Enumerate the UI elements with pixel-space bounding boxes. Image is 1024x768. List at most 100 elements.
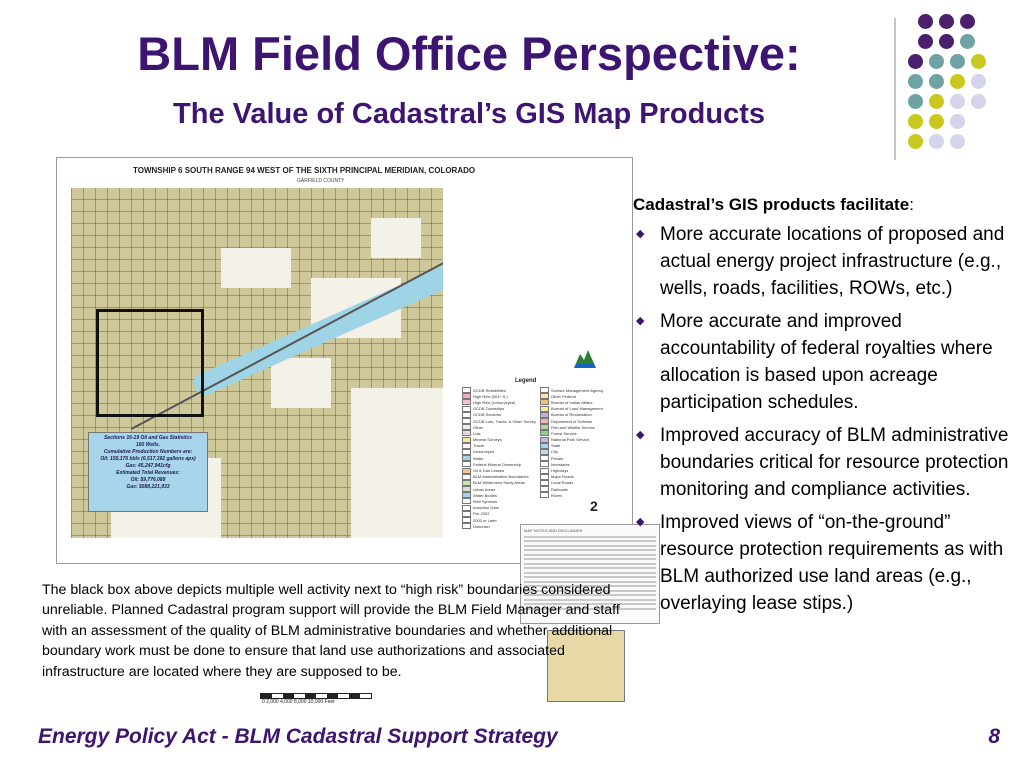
legend-entry: GCDB Townships <box>462 405 536 412</box>
list-item-text: More accurate and improved accountabilit… <box>660 311 993 413</box>
legend-entry: Surface Management Agency <box>540 387 614 394</box>
legend-label: Lots <box>473 430 481 436</box>
stats-gas: Gas: 45,247,941cfg <box>125 463 171 469</box>
decorative-dot <box>918 14 933 29</box>
legend-swatch <box>540 436 549 443</box>
legend-swatch <box>462 393 471 400</box>
legend-entry: Rivers <box>540 492 614 499</box>
diamond-bullet-icon: ◆ <box>636 315 645 327</box>
legend-label: GCDB Lots, Tracts, & Other Surveys <box>473 418 536 424</box>
legend-swatch <box>462 430 471 437</box>
map-private-land-patch <box>221 248 291 288</box>
benefits-heading-bold: Cadastral’s GIS products facilitate <box>633 195 910 214</box>
legend-swatch <box>540 424 549 431</box>
legend-swatch <box>540 461 549 468</box>
legend-label: Forest Service <box>551 430 577 436</box>
legend-swatch <box>462 486 471 493</box>
decorative-divider <box>894 18 896 160</box>
stats-oil-revenue: Oil: $9,776,088 <box>130 477 166 483</box>
legend-label: Unsurveyed <box>473 449 495 455</box>
map-notes-box: MAP NOTES AND DISCLAIMER <box>520 524 660 624</box>
legend-entry: High Rels (Unsurveyed) <box>462 399 536 406</box>
legend-swatch <box>462 399 471 406</box>
legend-label: Urban Areas <box>473 486 496 492</box>
legend-entry: Private <box>540 455 614 462</box>
legend-entry: State <box>540 442 614 449</box>
legend-swatch <box>540 479 549 486</box>
legend-entry: Interstates <box>540 461 614 468</box>
legend-label: Water <box>473 455 484 461</box>
legend-swatch <box>462 411 471 418</box>
benefits-heading: Cadastral’s GIS products facilitate: <box>633 193 1021 217</box>
legend-label: Other Federal <box>551 393 576 399</box>
decorative-dot <box>950 54 965 69</box>
legend-swatch <box>540 492 549 499</box>
map-private-land-patch <box>371 218 421 258</box>
map-notes-title: MAP NOTES AND DISCLAIMER <box>524 528 583 533</box>
legend-entry: Inception Date <box>462 504 536 511</box>
decorative-dot <box>908 134 923 149</box>
legend-label: Oil & Gas Leases <box>473 468 505 474</box>
map-legend-right: Surface Management Agency Other Federal Bu… <box>540 387 614 499</box>
legend-entry: Urban Areas <box>462 486 536 493</box>
list-item: ◆ Improved accuracy of BLM administrative… <box>633 422 1021 503</box>
decorative-dot <box>939 34 954 49</box>
slide-footer: Energy Policy Act - BLM Cadastral Suppor… <box>38 725 558 748</box>
legend-swatch <box>540 393 549 400</box>
legend-swatch <box>462 492 471 499</box>
legend-swatch <box>462 455 471 462</box>
legend-entry: Other Federal <box>540 393 614 400</box>
legend-swatch <box>462 418 471 425</box>
map-location-inset <box>547 630 625 702</box>
legend-entry: Unknown <box>462 523 536 530</box>
decorative-dot <box>918 34 933 49</box>
blm-logo-icon <box>574 350 596 368</box>
legend-label: Inception Date <box>473 505 499 511</box>
legend-label: Highways <box>551 468 569 474</box>
legend-entry: Oil & Gas Leases <box>462 467 536 474</box>
legend-swatch <box>540 387 549 394</box>
map-legend-title: Legend <box>515 378 537 384</box>
map-grid-area <box>71 188 443 538</box>
slide-subtitle: The Value of Cadastral’s GIS Map Product… <box>173 98 765 130</box>
legend-swatch <box>540 411 549 418</box>
map-private-land-patch <box>351 388 443 538</box>
legend-entry: Highways <box>540 467 614 474</box>
legend-label: High Rels (501+ ft.) <box>473 393 508 399</box>
legend-entry: GCDB Sections <box>462 411 536 418</box>
legend-swatch <box>462 479 471 486</box>
legend-entry: Forest Service <box>540 430 614 437</box>
map-caption: The black box above depicts multiple wel… <box>42 582 620 680</box>
legend-swatch <box>462 517 471 524</box>
legend-swatch <box>540 473 549 480</box>
legend-entry: Water <box>462 455 536 462</box>
oil-gas-statistics-box: Sections 16-19 Oil and Gas Statistics 16… <box>88 432 208 512</box>
legend-entry: Local Roads <box>540 479 614 486</box>
legend-swatch <box>540 399 549 406</box>
list-item: ◆ More accurate locations of proposed and… <box>633 221 1021 302</box>
legend-swatch <box>462 424 471 431</box>
legend-label: Water Bodies <box>473 492 497 498</box>
legend-entry: 2003 or Later <box>462 517 536 524</box>
decorative-dot <box>929 94 944 109</box>
list-item-text: Improved accuracy of BLM administrative … <box>660 425 1009 500</box>
legend-label: Private <box>551 455 564 461</box>
legend-label: Department of Defense <box>551 418 593 424</box>
legend-swatch <box>462 405 471 412</box>
map-private-land-patch <box>271 358 331 408</box>
legend-entry: Pre-2003 <box>462 510 536 517</box>
decorative-dot <box>929 114 944 129</box>
decorative-dot <box>908 74 923 89</box>
decorative-dot <box>908 94 923 109</box>
legend-swatch <box>462 461 471 468</box>
legend-swatch <box>462 448 471 455</box>
list-item-text: Improved views of “on-the-ground” resour… <box>660 512 1004 614</box>
legend-label: Fish and Wildlife Service <box>551 424 595 430</box>
legend-swatch <box>540 486 549 493</box>
legend-label: GCDB Sections <box>473 412 502 418</box>
decorative-dot <box>960 34 975 49</box>
legend-entry: Bureau of Reclamation <box>540 411 614 418</box>
legend-entry: Other <box>462 424 536 431</box>
decorative-dot <box>929 74 944 89</box>
map-legend-left: GCDB Reliabilities High Rels (501+ ft.) Hi… <box>462 387 536 530</box>
